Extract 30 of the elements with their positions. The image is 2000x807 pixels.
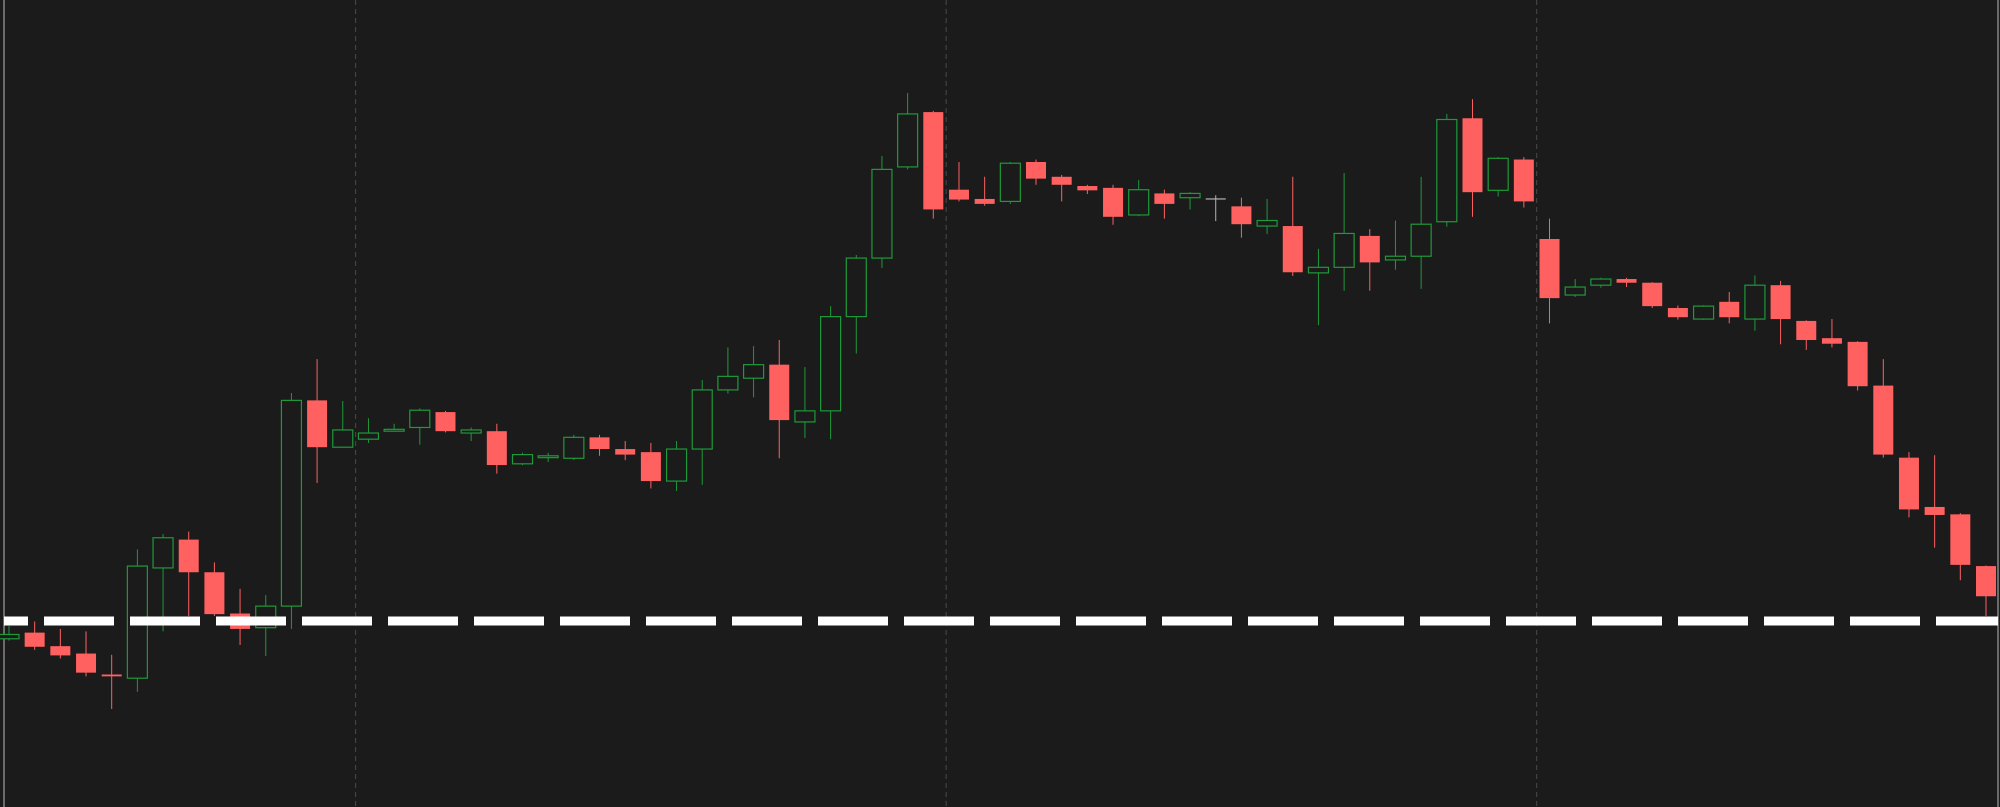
- candlestick: [717, 346, 739, 395]
- candlestick: [1821, 318, 1842, 348]
- candlestick: [383, 423, 405, 432]
- candlestick: [589, 434, 610, 457]
- candlestick: [1026, 159, 1047, 186]
- candlestick: [742, 345, 765, 398]
- candlestick: [1179, 191, 1201, 210]
- candlestick: [615, 440, 636, 461]
- candlestick: [563, 434, 585, 461]
- candlestick: [1796, 319, 1817, 351]
- candlestick: [1154, 189, 1175, 220]
- candlestick: [1256, 198, 1278, 235]
- candlestick: [974, 176, 995, 207]
- candlestick: [24, 621, 45, 651]
- candlestick: [435, 410, 456, 433]
- candlestick: [1205, 194, 1227, 222]
- candlestick: [1051, 174, 1072, 202]
- candlestick: [1924, 454, 1945, 549]
- candlestick: [1719, 291, 1740, 324]
- candlestick: [1384, 220, 1407, 271]
- candlestick: [50, 628, 71, 659]
- candlestick: [357, 417, 380, 444]
- candlestick: [794, 366, 816, 439]
- candlestick: [948, 161, 969, 202]
- candlestick: [76, 630, 97, 677]
- candlestick: [1231, 197, 1252, 239]
- candlestick: [1307, 248, 1330, 326]
- candlestick: [332, 400, 354, 448]
- candlestick: [409, 407, 431, 446]
- candlestick: [1642, 281, 1663, 309]
